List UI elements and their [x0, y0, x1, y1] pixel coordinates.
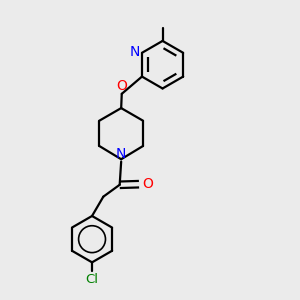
Text: N: N [129, 45, 140, 59]
Text: Cl: Cl [85, 273, 98, 286]
Text: O: O [142, 177, 153, 191]
Text: N: N [116, 147, 126, 161]
Text: O: O [116, 79, 127, 93]
